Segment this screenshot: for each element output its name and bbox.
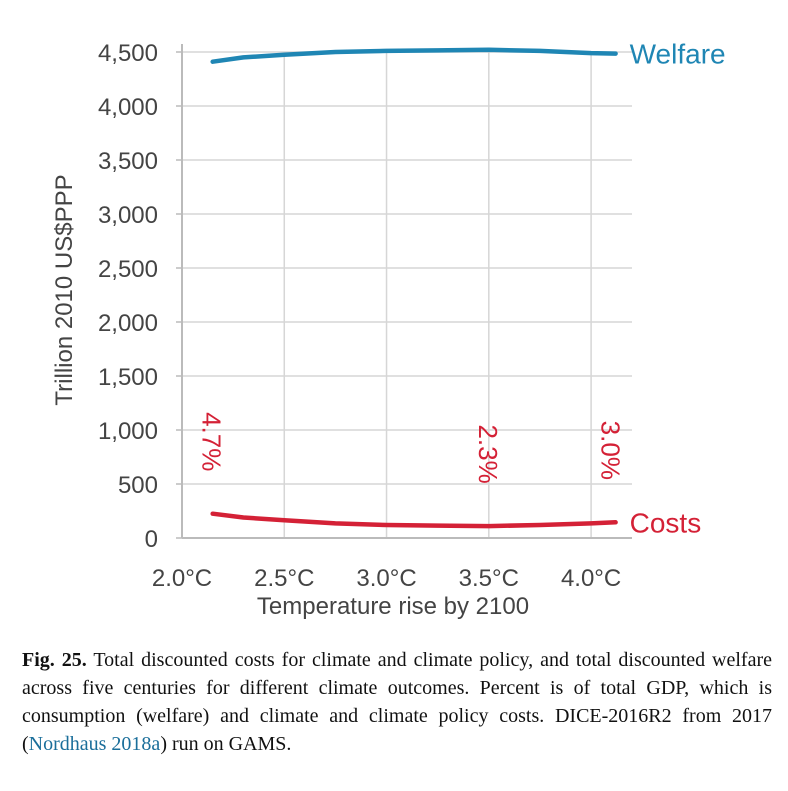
y-tick-label: 4,000 — [98, 94, 158, 121]
x-tick-label: 4.0°C — [561, 565, 621, 592]
y-tick-label: 2,000 — [98, 310, 158, 337]
percent-data-label: 3.0% — [596, 421, 626, 480]
data-labels: 4.7% 2.3% 3.0% — [197, 412, 626, 484]
y-tick-label: 2,500 — [98, 256, 158, 283]
welfare-series-label: Welfare — [630, 39, 726, 70]
caption-citation-link[interactable]: Nordhaus 2018a — [28, 733, 161, 755]
x-tick-label: 3.5°C — [459, 565, 519, 592]
y-tick-label: 3,500 — [98, 148, 158, 175]
x-axis-label: Temperature rise by 2100 — [257, 593, 529, 620]
caption-text: Total discounted costs for climate and c… — [22, 649, 772, 755]
gridlines — [181, 51, 632, 538]
x-tick-label: 2.0°C — [152, 565, 212, 592]
percent-data-label: 2.3% — [473, 424, 503, 483]
caption-figure-label: Fig. 25. — [22, 649, 87, 671]
welfare-line — [210, 47, 618, 64]
costs-line — [210, 511, 618, 529]
series-lines: Welfare Costs — [210, 39, 726, 538]
figure-caption: Fig. 25. Total discounted costs for clim… — [22, 646, 772, 758]
y-tick-label: 3,000 — [98, 202, 158, 229]
caption-text-end: ) run on GAMS. — [160, 733, 292, 755]
y-axis-label: Trillion 2010 US$PPP — [51, 174, 78, 405]
x-tick-label: 2.5°C — [254, 565, 314, 592]
x-tick-label: 3.0°C — [356, 565, 416, 592]
y-tick-label: 1,500 — [98, 364, 158, 391]
y-tick-label: 4,500 — [98, 40, 158, 67]
chart: 0 500 1,000 1,500 2,000 2,500 3,000 3,500 4,000 4… — [51, 39, 726, 620]
y-tick-label: 0 — [145, 526, 158, 553]
y-tick-label: 1,000 — [98, 418, 158, 445]
y-tick-labels: 0 500 1,000 1,500 2,000 2,500 3,000 3,500 4,000 4… — [98, 40, 158, 553]
axes — [176, 44, 632, 539]
y-tick-label: 500 — [118, 472, 158, 499]
costs-series-label: Costs — [630, 507, 702, 538]
percent-data-label: 4.7% — [197, 412, 227, 471]
x-tick-labels: 2.0°C 2.5°C 3.0°C 3.5°C 4.0°C — [152, 565, 621, 592]
